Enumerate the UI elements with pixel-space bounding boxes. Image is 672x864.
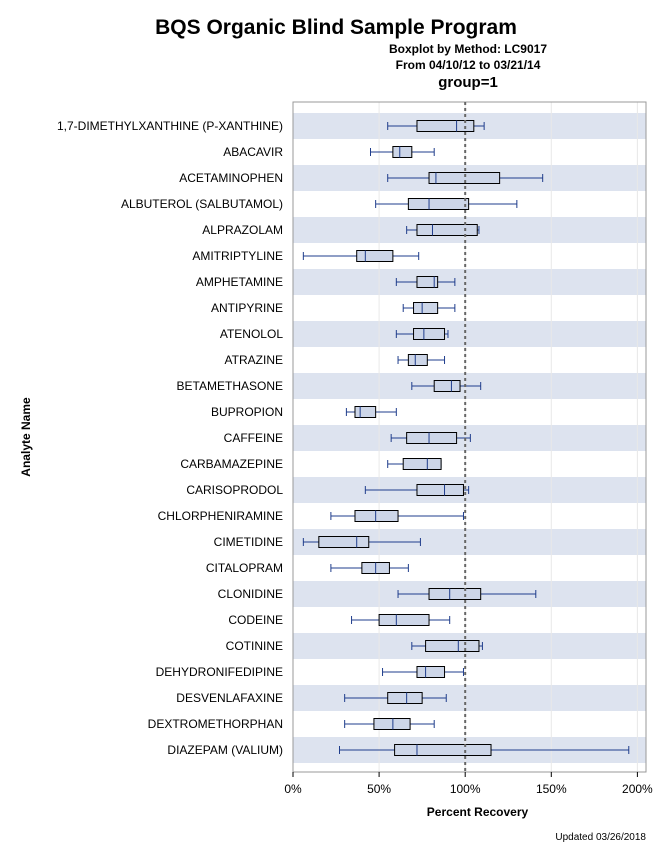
y-tick-label: ANTIPYRINE [211, 301, 283, 315]
updated-footer: Updated 03/26/2018 [555, 832, 646, 843]
plot-frame [292, 101, 647, 773]
x-tick-label: 150% [536, 782, 567, 796]
box-iqr [428, 588, 482, 600]
box-iqr [356, 250, 394, 262]
box-19 [351, 614, 451, 626]
box-9 [397, 354, 446, 366]
chart-subtitle-group: group=1 [438, 74, 498, 91]
y-tick-label: BETAMETHASONE [177, 379, 283, 393]
box-14 [364, 484, 470, 496]
box-iqr [394, 744, 492, 756]
box-iqr [428, 172, 501, 184]
box-iqr [433, 380, 461, 392]
y-tick-label: DEHYDRONIFEDIPINE [156, 665, 283, 679]
y-tick-label: DESVENLAFAXINE [176, 691, 283, 705]
box-iqr [425, 640, 480, 652]
y-tick-label: CAFFEINE [224, 431, 283, 445]
box-17 [330, 562, 409, 574]
box-20 [411, 640, 483, 652]
box-iqr [416, 224, 478, 236]
y-tick-label: CLONIDINE [218, 587, 283, 601]
x-tick-label: 50% [367, 782, 391, 796]
x-tick-label: 200% [622, 782, 653, 796]
box-5 [302, 250, 420, 262]
box-3 [375, 198, 518, 210]
row-band [293, 269, 646, 295]
row-band [293, 321, 646, 347]
box-13 [387, 458, 442, 470]
y-tick-label: 1,7-DIMETHYLXANTHINE (P-XANTHINE) [57, 119, 283, 133]
y-tick-label: CARISOPRODOL [186, 483, 283, 497]
box-8 [395, 328, 449, 340]
box-12 [390, 432, 471, 444]
y-tick-label: CITALOPRAM [206, 561, 283, 575]
box-iqr [413, 328, 446, 340]
y-axis-label: Analyte Name [19, 397, 33, 477]
box-15 [330, 510, 464, 522]
x-tick-label: 100% [450, 782, 481, 796]
box-4 [406, 224, 480, 236]
box-iqr [387, 692, 423, 704]
box-23 [344, 718, 435, 730]
box-iqr [406, 432, 458, 444]
box-iqr [416, 484, 464, 496]
y-tick-label: ALPRAZOLAM [202, 223, 283, 237]
chart-subtitle-daterange: From 04/10/12 to 03/21/14 [395, 58, 541, 72]
box-1 [369, 146, 435, 158]
box-18 [397, 588, 537, 600]
box-7 [402, 302, 456, 314]
row-band [293, 477, 646, 503]
y-tick-label: ATRAZINE [225, 353, 283, 367]
y-tick-label: CARBAMAZEPINE [180, 457, 283, 471]
chart-title: BQS Organic Blind Sample Program [155, 16, 517, 39]
box-iqr [413, 302, 439, 314]
box-10 [411, 380, 482, 392]
box-24 [338, 744, 630, 756]
box-iqr [416, 276, 439, 288]
y-tick-label: ATENOLOL [220, 327, 283, 341]
box-11 [345, 406, 397, 418]
y-tick-label: ACETAMINOPHEN [179, 171, 283, 185]
box-iqr [416, 666, 446, 678]
y-tick-label: CHLORPHENIRAMINE [158, 509, 283, 523]
box-iqr [407, 198, 470, 210]
box-iqr [318, 536, 370, 548]
y-tick-label: CIMETIDINE [214, 535, 283, 549]
y-tick-label: CODEINE [228, 613, 283, 627]
y-tick-label: DEXTROMETHORPHAN [148, 717, 283, 731]
box-iqr [378, 614, 430, 626]
box-2 [387, 172, 544, 184]
box-16 [302, 536, 421, 548]
y-tick-label: AMITRIPTYLINE [192, 249, 283, 263]
y-tick-label: COTININE [226, 639, 283, 653]
box-iqr [354, 510, 399, 522]
y-tick-label: DIAZEPAM (VALIUM) [167, 743, 283, 757]
box-iqr [402, 458, 442, 470]
y-tick-label: BUPROPION [211, 405, 283, 419]
x-axis-label: Percent Recovery [427, 805, 529, 819]
box-22 [344, 692, 447, 704]
box-iqr [416, 120, 475, 132]
box-iqr [354, 406, 377, 418]
box-iqr [373, 718, 411, 730]
box-iqr [407, 354, 428, 366]
y-tick-label: ABACAVIR [223, 145, 283, 159]
box-0 [387, 120, 485, 132]
box-iqr [392, 146, 413, 158]
x-tick-label: 0% [284, 782, 302, 796]
y-tick-label: AMPHETAMINE [196, 275, 283, 289]
box-6 [395, 276, 456, 288]
box-21 [382, 666, 464, 678]
chart-subtitle-method: Boxplot by Method: LC9017 [388, 42, 547, 56]
y-tick-label: ALBUTEROL (SALBUTAMOL) [121, 197, 283, 211]
